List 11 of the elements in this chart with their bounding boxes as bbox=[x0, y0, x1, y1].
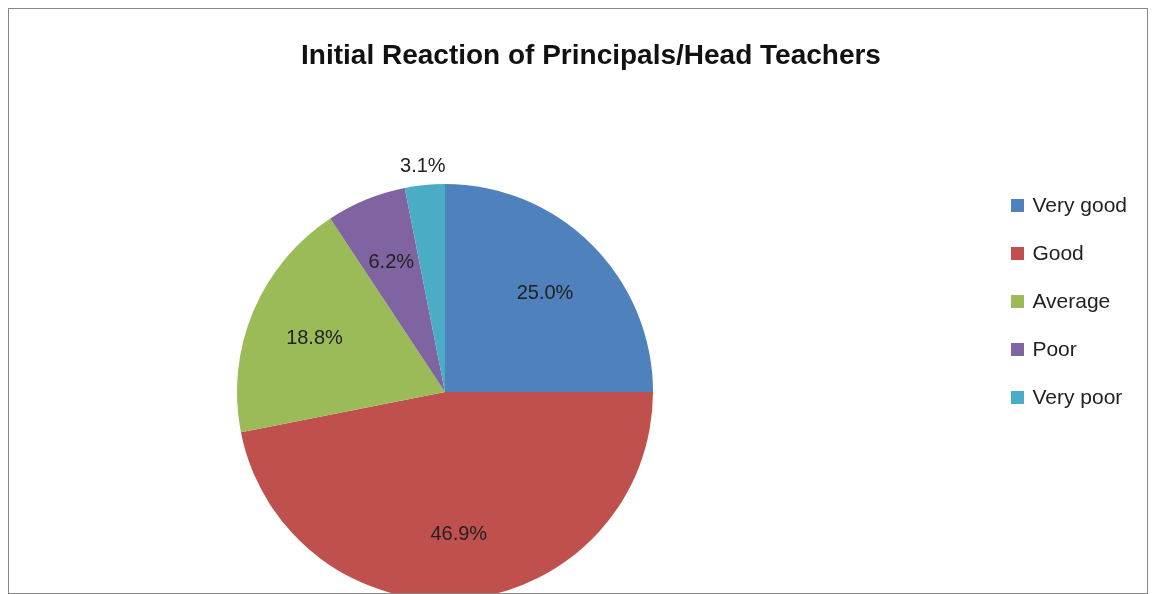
chart-title: Initial Reaction of Principals/Head Teachers bbox=[300, 39, 882, 71]
data-label: 18.8% bbox=[286, 326, 344, 349]
legend-label: Very poor bbox=[1032, 384, 1123, 410]
legend-label: Good bbox=[1032, 240, 1084, 266]
legend-label: Average bbox=[1032, 288, 1111, 314]
data-label: 3.1% bbox=[400, 154, 446, 177]
legend-label: Very good bbox=[1032, 192, 1127, 218]
data-label: 46.9% bbox=[430, 521, 488, 544]
legend-label: Poor bbox=[1032, 336, 1077, 362]
data-label: 6.2% bbox=[368, 250, 415, 273]
data-label: 25.0% bbox=[516, 280, 574, 303]
